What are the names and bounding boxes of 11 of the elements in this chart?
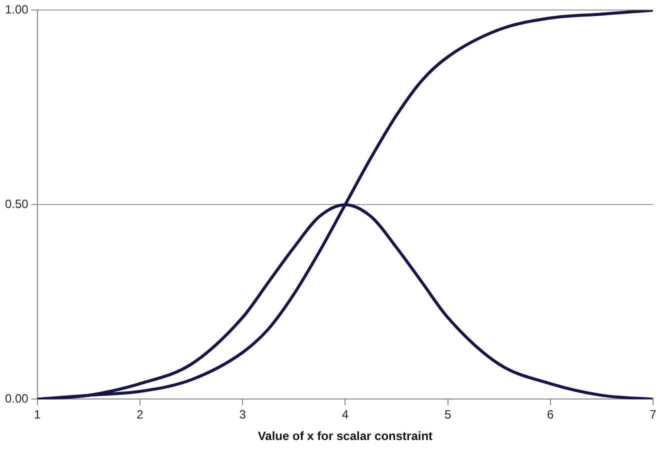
y-tick-label: 1.00 <box>4 2 29 17</box>
x-tick-label: 4 <box>342 408 349 422</box>
y-tick-label: 0.00 <box>4 392 29 406</box>
x-tick-label: 3 <box>239 408 246 422</box>
x-axis-title: Value of x for scalar constraint <box>258 429 433 444</box>
x-tick-label: 7 <box>650 408 657 422</box>
x-tick-label: 1 <box>34 408 42 422</box>
x-tick-label: 6 <box>547 408 554 422</box>
x-tick-label: 5 <box>444 408 452 422</box>
y-tick-label: 0.50 <box>4 197 29 212</box>
x-tick-label: 2 <box>136 408 144 422</box>
